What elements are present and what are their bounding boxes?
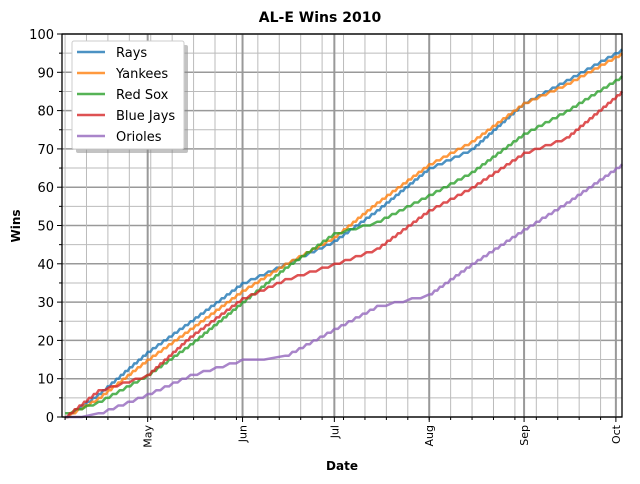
chart-title: AL-E Wins 2010 xyxy=(259,10,382,26)
y-tick-label: 20 xyxy=(37,334,54,349)
series-line-blue-jays xyxy=(65,90,624,419)
x-tick-label-may: May xyxy=(142,425,155,448)
x-tick-label-oct: Oct xyxy=(610,424,623,444)
legend-label-blue-jays: Blue Jays xyxy=(116,109,175,124)
y-axis-label: Wins xyxy=(9,209,23,242)
legend-label-yankees: Yankees xyxy=(115,67,168,82)
y-tick-label: 70 xyxy=(37,143,54,158)
x-tick-label-sep: Sep xyxy=(518,425,531,446)
y-tick-label: 0 xyxy=(46,411,54,426)
series-line-orioles xyxy=(65,163,624,419)
y-tick-label: 60 xyxy=(37,181,54,196)
y-tick-label: 80 xyxy=(37,105,54,120)
y-tick-label: 30 xyxy=(37,296,54,311)
legend: Rays Yankees Red Sox Blue Jays Orioles xyxy=(71,40,188,153)
x-tick-label-jun: Jun xyxy=(237,425,250,443)
legend-box xyxy=(71,40,185,150)
legend-label-orioles: Orioles xyxy=(116,130,162,145)
series-lines xyxy=(65,48,624,419)
y-tick-label: 100 xyxy=(29,28,54,43)
x-tick-label-aug: Aug xyxy=(423,425,436,446)
x-tick-label-jul: Jul xyxy=(328,425,341,439)
x-axis-label: Date xyxy=(326,459,358,473)
y-tick-label: 10 xyxy=(37,373,54,388)
series-line-red-sox xyxy=(65,75,623,415)
legend-label-red-sox: Red Sox xyxy=(116,88,169,103)
legend-label-rays: Rays xyxy=(116,46,147,61)
y-tick-label: 90 xyxy=(37,66,54,81)
y-tick-label: 40 xyxy=(37,258,54,273)
series-line-yankees xyxy=(65,52,623,419)
axis-ticks: 0 10 20 30 40 50 60 70 80 90 100 May Jun Jul Aug Sep Oct xyxy=(29,28,623,448)
grid xyxy=(62,33,622,418)
y-tick-label: 50 xyxy=(37,220,54,235)
